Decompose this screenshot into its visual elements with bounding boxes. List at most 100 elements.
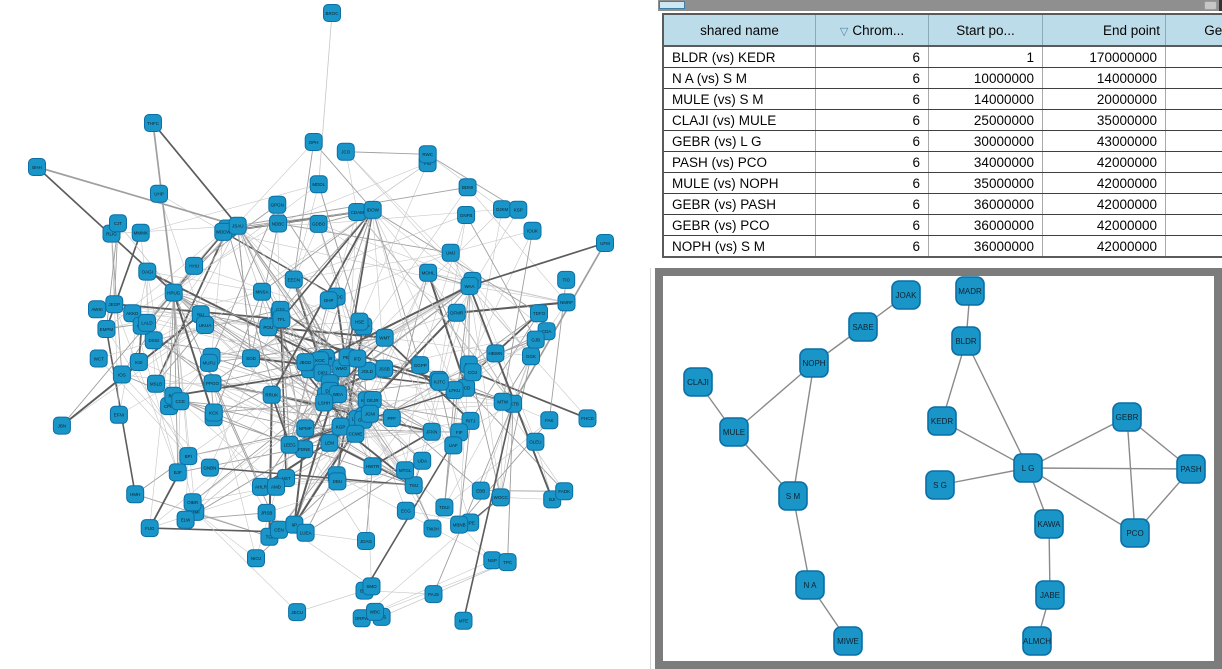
column-header-sharedname[interactable]: shared name	[663, 14, 816, 47]
shared-name-cell[interactable]: CLAJI (vs) MULE	[663, 109, 816, 131]
network-node[interactable]: LSHH	[315, 393, 334, 412]
network-node[interactable]: AMD	[267, 477, 285, 496]
node-shape[interactable]	[144, 331, 163, 350]
node-shape[interactable]	[138, 313, 156, 332]
network-node-MADR[interactable]: MADR	[955, 276, 985, 306]
network-node[interactable]: TPC	[498, 553, 517, 572]
network-node-ALMCH[interactable]: ALMCH	[1022, 626, 1052, 656]
shared-name-cell[interactable]: MULE (vs) S M	[663, 88, 816, 110]
node-shape[interactable]	[375, 328, 394, 347]
network-node[interactable]: MMMK	[131, 223, 150, 242]
node-shape[interactable]	[150, 184, 168, 203]
network-node[interactable]: HSE	[350, 312, 369, 331]
network-node-PCO[interactable]: PCO	[1120, 518, 1150, 548]
network-node[interactable]: RRUK	[262, 385, 281, 404]
network-node[interactable]: WBC	[366, 602, 384, 621]
node-shape[interactable]	[109, 405, 128, 424]
network-node[interactable]: KJTC	[430, 372, 449, 391]
shared-name-cell[interactable]: N A (vs) S M	[663, 67, 816, 89]
network-node[interactable]: GNBN	[200, 458, 219, 477]
node-shape[interactable]	[363, 200, 382, 219]
network-node[interactable]: PAJS	[424, 585, 443, 604]
node-shape[interactable]	[435, 498, 454, 517]
node-shape[interactable]	[323, 4, 341, 22]
shared-name-cell[interactable]: GEBR (vs) L G	[663, 130, 816, 152]
network-node[interactable]: IFD	[348, 349, 367, 368]
node-shape[interactable]	[578, 409, 597, 428]
node-shape[interactable]	[799, 348, 829, 378]
node-shape[interactable]	[557, 270, 576, 289]
node-shape[interactable]	[404, 476, 423, 495]
node-shape[interactable]	[147, 374, 165, 393]
node-shape[interactable]	[179, 447, 198, 466]
node-shape[interactable]	[927, 406, 957, 436]
value-cell[interactable]: 170000000	[1042, 46, 1166, 68]
network-node[interactable]: NIOJ	[247, 549, 265, 568]
network-node[interactable]: CJT	[109, 214, 127, 233]
network-node[interactable]: JEGP	[105, 295, 124, 314]
node-shape[interactable]	[523, 221, 542, 240]
hscrollbar-thumb-icon[interactable]	[659, 1, 685, 9]
network-node[interactable]: JECU	[288, 603, 307, 622]
small-network-canvas[interactable]: JOAK MADR SABE NOPH BLDR CLAJI MULE KEDR GEBR L G…	[663, 276, 1214, 661]
network-node-KAWA[interactable]: KAWA	[1034, 509, 1064, 539]
network-node[interactable]: EMPM	[97, 320, 116, 338]
network-node[interactable]: TWJH	[423, 519, 442, 538]
network-node[interactable]: UDA	[413, 451, 432, 470]
value-cell[interactable]: 10000000	[928, 67, 1043, 89]
network-node[interactable]: MOHL	[419, 263, 438, 282]
node-shape[interactable]	[444, 436, 463, 455]
network-node[interactable]: UAF	[444, 436, 463, 455]
network-node[interactable]: PFF	[382, 409, 401, 427]
network-node[interactable]: JCO	[336, 142, 355, 161]
network-node[interactable]: TIO	[557, 270, 576, 289]
network-node[interactable]: EFNI	[109, 405, 128, 424]
node-shape[interactable]	[262, 385, 281, 404]
node-shape[interactable]	[247, 549, 265, 568]
network-node[interactable]: TDUI	[435, 498, 454, 517]
node-shape[interactable]	[140, 519, 159, 538]
network-node[interactable]: CCE	[171, 392, 190, 411]
value-cell[interactable]: 6	[815, 109, 929, 131]
value-cell[interactable]: 7.5	[1165, 88, 1222, 110]
node-shape[interactable]	[1120, 518, 1150, 548]
network-node[interactable]: THFC	[144, 114, 162, 132]
node-shape[interactable]	[296, 353, 315, 372]
node-shape[interactable]	[526, 330, 545, 349]
network-node-SG[interactable]: S G	[925, 470, 955, 500]
network-node[interactable]: NPMP	[296, 419, 315, 438]
node-shape[interactable]	[422, 422, 441, 441]
node-shape[interactable]	[362, 577, 381, 596]
value-cell[interactable]: 30000000	[928, 130, 1043, 152]
value-cell[interactable]: 14000000	[1042, 67, 1166, 89]
node-shape[interactable]	[131, 223, 150, 242]
value-cell[interactable]: 5.9	[1165, 109, 1222, 131]
node-shape[interactable]	[257, 503, 276, 522]
network-node[interactable]: DFMR	[447, 303, 466, 322]
network-node[interactable]: IOS	[112, 365, 131, 384]
node-shape[interactable]	[346, 424, 365, 443]
horizontal-scrollbar[interactable]	[658, 0, 1222, 11]
node-shape[interactable]	[171, 392, 190, 411]
value-cell[interactable]: 6	[815, 193, 929, 215]
network-node[interactable]: COJ	[463, 363, 482, 382]
network-node[interactable]: DHP	[319, 291, 338, 310]
network-node[interactable]: CEN	[270, 520, 288, 539]
table-row[interactable]: BLDR (vs) KEDR61170000000192.0	[663, 46, 1222, 68]
node-shape[interactable]	[441, 243, 460, 262]
network-node[interactable]: NMRF	[557, 293, 576, 312]
node-shape[interactable]	[1176, 454, 1206, 484]
value-cell[interactable]: 42000000	[1042, 235, 1166, 257]
value-cell[interactable]: 8.9	[1165, 193, 1222, 215]
network-node[interactable]: TMJ	[404, 476, 423, 495]
network-node[interactable]: JSSB	[375, 359, 394, 378]
node-shape[interactable]	[526, 432, 545, 451]
network-node[interactable]: MNSA	[253, 282, 271, 301]
node-shape[interactable]	[267, 477, 285, 496]
node-shape[interactable]	[493, 392, 512, 411]
table-row[interactable]: NOPH (vs) S M636000000420000009.9	[663, 235, 1222, 257]
network-edge-LG-PASH[interactable]	[1027, 467, 1192, 470]
node-shape[interactable]	[363, 457, 382, 476]
network-node[interactable]: MUFU	[200, 353, 218, 372]
node-shape[interactable]	[138, 262, 157, 281]
